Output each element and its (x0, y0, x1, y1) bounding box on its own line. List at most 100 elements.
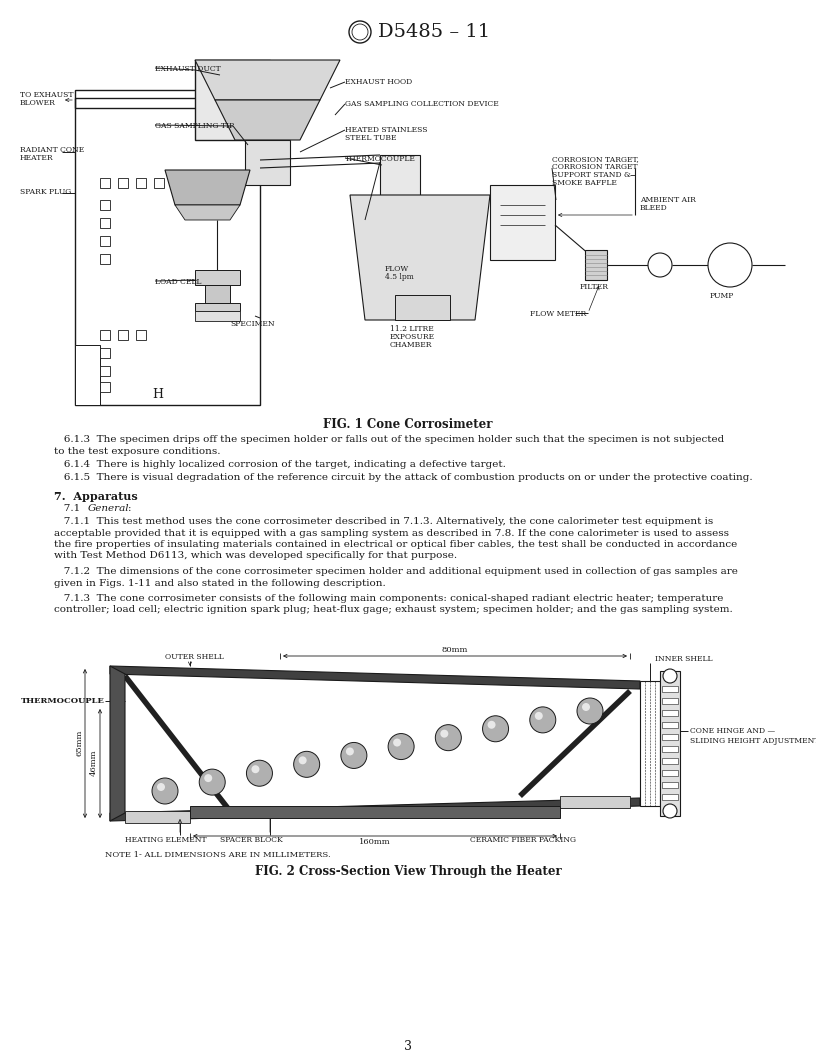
Bar (136, 178, 146, 188)
Circle shape (341, 742, 367, 769)
Bar (100, 348, 110, 358)
Circle shape (251, 766, 259, 773)
Text: EXHAUST HOOD: EXHAUST HOOD (345, 78, 412, 86)
Text: SUPPORT STAND &: SUPPORT STAND & (552, 171, 631, 180)
Text: FIG. 2 Cross-Section View Through the Heater: FIG. 2 Cross-Section View Through the He… (255, 865, 561, 878)
Text: FIG. 1 Cone Corrosimeter: FIG. 1 Cone Corrosimeter (323, 418, 493, 431)
Text: FILTER: FILTER (580, 283, 609, 291)
Bar (195, 270, 240, 285)
Text: 7.1: 7.1 (54, 504, 86, 513)
Polygon shape (350, 195, 490, 320)
Circle shape (393, 738, 401, 747)
Text: OUTER SHELL: OUTER SHELL (165, 653, 224, 661)
Bar (100, 382, 110, 392)
Polygon shape (175, 205, 240, 220)
Circle shape (663, 670, 677, 683)
Text: AMBIENT AIR: AMBIENT AIR (640, 196, 696, 204)
Bar (136, 329, 146, 340)
Bar (660, 671, 680, 816)
Bar (662, 722, 678, 728)
Polygon shape (75, 345, 100, 406)
Bar (118, 178, 128, 188)
Text: FLOW METER: FLOW METER (530, 310, 586, 318)
Text: INNER SHELL: INNER SHELL (655, 655, 712, 663)
Text: SPECIMEN: SPECIMEN (230, 320, 275, 328)
Bar (653, 258, 667, 272)
Text: HEATING ELEMENT: HEATING ELEMENT (125, 836, 206, 844)
Bar (75, 90, 260, 406)
Circle shape (199, 769, 225, 795)
Text: STEEL TUBE: STEEL TUBE (345, 134, 397, 142)
Circle shape (487, 721, 495, 729)
Polygon shape (110, 666, 640, 689)
Text: RADIANT CONE: RADIANT CONE (20, 146, 84, 154)
Bar (662, 770, 678, 776)
Text: 6.1.3  The specimen drips off the specimen holder or falls out of the specimen h: 6.1.3 The specimen drips off the specime… (54, 435, 725, 444)
Circle shape (648, 253, 672, 277)
Polygon shape (380, 155, 420, 195)
Circle shape (530, 706, 556, 733)
Circle shape (534, 712, 543, 720)
Bar (100, 366, 110, 376)
Bar (585, 250, 607, 280)
Polygon shape (215, 100, 320, 140)
Text: CONE HINGE AND —: CONE HINGE AND — (690, 727, 775, 735)
Polygon shape (165, 170, 250, 205)
Text: CHAMBER: CHAMBER (390, 341, 432, 348)
Text: 65mm: 65mm (75, 730, 83, 756)
Text: PUMP: PUMP (710, 293, 734, 300)
Text: TO EXHAUST: TO EXHAUST (20, 91, 73, 99)
Bar (195, 312, 240, 321)
Bar (662, 686, 678, 692)
Bar (100, 235, 110, 246)
Bar (190, 806, 560, 818)
Polygon shape (125, 676, 630, 811)
Bar (640, 681, 660, 806)
Bar (154, 178, 164, 188)
Text: 4.5 lpm: 4.5 lpm (385, 274, 414, 281)
Circle shape (577, 698, 603, 724)
Text: 11.2 LITRE: 11.2 LITRE (390, 325, 434, 333)
Text: SPARK PLUG: SPARK PLUG (20, 188, 71, 196)
Polygon shape (195, 60, 340, 100)
Bar (100, 254, 110, 264)
Circle shape (157, 782, 165, 791)
Text: SMOKE BAFFLE: SMOKE BAFFLE (552, 180, 617, 187)
Text: SLIDING HEIGHT ADJUSTMENT: SLIDING HEIGHT ADJUSTMENT (690, 737, 816, 744)
Bar (662, 794, 678, 800)
Text: BLOWER: BLOWER (20, 99, 55, 107)
Text: NOTE 1- ALL DIMENSIONS ARE IN MILLIMETERS.: NOTE 1- ALL DIMENSIONS ARE IN MILLIMETER… (105, 851, 330, 859)
Bar (118, 329, 128, 340)
Text: GAS SAMPLING COLLECTION DEVICE: GAS SAMPLING COLLECTION DEVICE (345, 100, 499, 108)
Bar (125, 811, 190, 823)
Text: 7.  Apparatus: 7. Apparatus (54, 491, 138, 502)
Circle shape (346, 748, 354, 755)
Circle shape (152, 778, 178, 804)
Text: 6.1.4  There is highly localized corrosion of the target, indicating a defective: 6.1.4 There is highly localized corrosio… (54, 460, 506, 469)
Text: SPACER BLOCK: SPACER BLOCK (220, 836, 283, 844)
Text: D5485 – 11: D5485 – 11 (378, 23, 490, 41)
Text: FLOW: FLOW (385, 265, 410, 274)
Circle shape (246, 760, 273, 787)
Bar (195, 60, 270, 140)
Text: 6.1.5  There is visual degradation of the reference circuit by the attack of com: 6.1.5 There is visual degradation of the… (54, 473, 752, 483)
Text: 3: 3 (404, 1040, 412, 1053)
Text: with Test Method D6113, which was developed specifically for that purpose.: with Test Method D6113, which was develo… (54, 551, 457, 561)
Text: to the test exposure conditions.: to the test exposure conditions. (54, 447, 220, 455)
Circle shape (435, 724, 461, 751)
Text: CORROSION TARGET,: CORROSION TARGET, (552, 155, 639, 163)
Circle shape (708, 243, 752, 287)
Text: General: General (88, 504, 130, 513)
Bar (205, 285, 230, 303)
Text: controller; load cell; electric ignition spark plug; heat-flux gage; exhaust sys: controller; load cell; electric ignition… (54, 605, 733, 615)
Text: given in Figs. 1-11 and also stated in the following description.: given in Figs. 1-11 and also stated in t… (54, 579, 386, 587)
Circle shape (204, 774, 212, 782)
Text: 7.1.1  This test method uses the cone corrosimeter described in 7.1.3. Alternati: 7.1.1 This test method uses the cone cor… (54, 517, 713, 526)
Circle shape (441, 730, 448, 738)
Bar (560, 796, 630, 808)
Text: acceptable provided that it is equipped with a gas sampling system as described : acceptable provided that it is equipped … (54, 528, 729, 538)
Bar (395, 295, 450, 320)
Circle shape (349, 21, 371, 43)
Bar (662, 782, 678, 788)
Text: 160mm: 160mm (359, 838, 391, 846)
